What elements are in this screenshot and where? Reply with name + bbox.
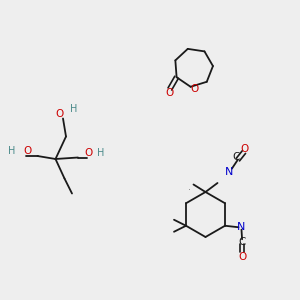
Text: H: H — [97, 148, 104, 158]
Text: O: O — [56, 109, 64, 119]
Text: N: N — [225, 167, 233, 177]
Text: O: O — [238, 252, 246, 262]
Text: H: H — [8, 146, 16, 157]
Text: O: O — [84, 148, 93, 158]
Text: O: O — [23, 146, 31, 157]
Text: N: N — [237, 222, 246, 232]
Text: C: C — [238, 237, 246, 247]
Text: M: M — [188, 188, 190, 190]
Text: C: C — [233, 152, 240, 162]
Text: O: O — [190, 84, 198, 94]
Text: O: O — [165, 88, 174, 98]
Text: H: H — [70, 104, 77, 115]
Text: O: O — [241, 143, 249, 154]
